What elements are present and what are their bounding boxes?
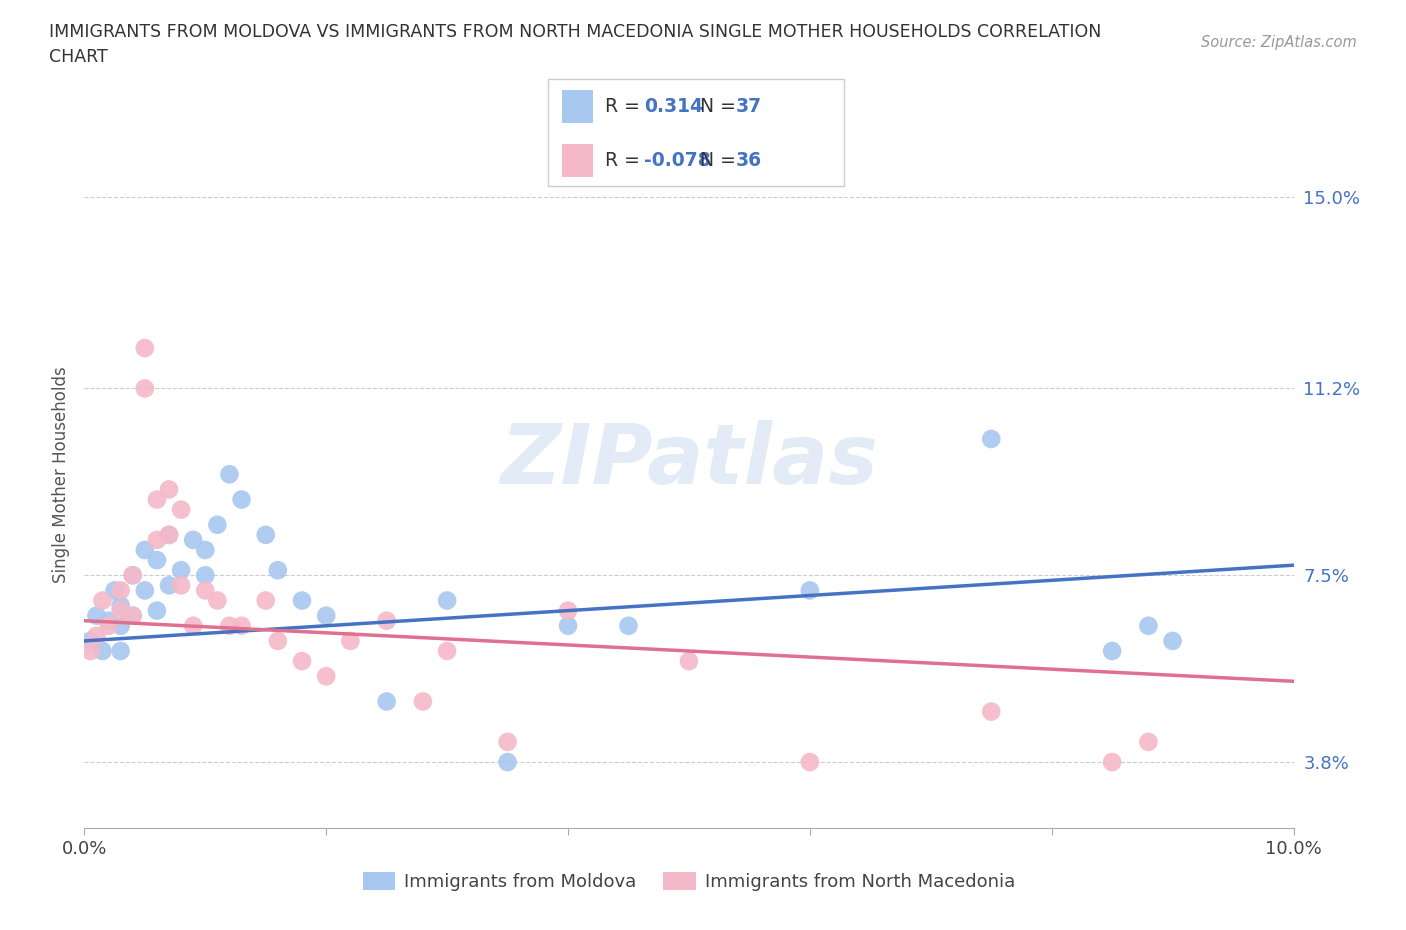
- Point: [86, 608, 108, 623]
- Point: [267, 563, 290, 578]
- Point: [110, 583, 132, 598]
- Point: [412, 694, 434, 709]
- Point: [254, 527, 277, 542]
- Point: [110, 604, 132, 618]
- Point: [157, 578, 180, 592]
- Point: [157, 527, 180, 542]
- Point: [146, 604, 169, 618]
- Point: [1101, 644, 1123, 658]
- Text: N =: N =: [700, 151, 737, 170]
- Text: ZIPatlas: ZIPatlas: [501, 419, 877, 500]
- Point: [97, 613, 120, 628]
- Point: [97, 618, 120, 633]
- Text: -0.078: -0.078: [644, 151, 710, 170]
- Point: [218, 467, 240, 482]
- Text: IMMIGRANTS FROM MOLDOVA VS IMMIGRANTS FROM NORTH MACEDONIA SINGLE MOTHER HOUSEHO: IMMIGRANTS FROM MOLDOVA VS IMMIGRANTS FR…: [49, 23, 1101, 41]
- Point: [980, 432, 1002, 446]
- Point: [1137, 618, 1160, 633]
- Text: 36: 36: [735, 151, 762, 170]
- Point: [157, 482, 180, 497]
- Point: [121, 568, 143, 583]
- Point: [799, 583, 821, 598]
- Text: R =: R =: [605, 97, 640, 116]
- Text: 0.314: 0.314: [644, 97, 703, 116]
- Point: [375, 613, 398, 628]
- Point: [207, 517, 229, 532]
- Point: [146, 533, 169, 548]
- Point: [121, 608, 143, 623]
- Point: [134, 381, 156, 396]
- Point: [339, 633, 361, 648]
- Point: [134, 583, 156, 598]
- Point: [267, 633, 290, 648]
- Point: [436, 593, 458, 608]
- Point: [315, 669, 337, 684]
- Point: [181, 533, 204, 548]
- Point: [496, 735, 519, 750]
- Text: CHART: CHART: [49, 48, 108, 66]
- Point: [231, 492, 253, 507]
- Point: [104, 583, 127, 598]
- Point: [617, 618, 640, 633]
- Point: [91, 593, 114, 608]
- Point: [218, 618, 240, 633]
- Point: [557, 618, 579, 633]
- Point: [194, 568, 217, 583]
- Point: [291, 593, 314, 608]
- Text: N =: N =: [700, 97, 737, 116]
- Point: [496, 754, 519, 769]
- Point: [170, 578, 193, 592]
- Point: [207, 593, 229, 608]
- Text: R =: R =: [605, 151, 640, 170]
- Point: [980, 704, 1002, 719]
- Point: [181, 618, 204, 633]
- Point: [799, 754, 821, 769]
- Point: [170, 502, 193, 517]
- Point: [375, 694, 398, 709]
- Point: [1161, 633, 1184, 648]
- Point: [134, 340, 156, 355]
- Point: [110, 644, 132, 658]
- Point: [1101, 754, 1123, 769]
- Y-axis label: Single Mother Households: Single Mother Households: [52, 365, 70, 583]
- Point: [110, 618, 132, 633]
- Point: [231, 618, 253, 633]
- Point: [157, 527, 180, 542]
- Point: [134, 542, 156, 557]
- Point: [1137, 735, 1160, 750]
- Point: [291, 654, 314, 669]
- Point: [194, 542, 217, 557]
- Point: [121, 608, 143, 623]
- Point: [110, 598, 132, 613]
- Point: [79, 633, 101, 648]
- Point: [170, 563, 193, 578]
- Point: [91, 644, 114, 658]
- Point: [315, 608, 337, 623]
- Point: [194, 583, 217, 598]
- Text: Source: ZipAtlas.com: Source: ZipAtlas.com: [1201, 35, 1357, 50]
- Point: [254, 593, 277, 608]
- Point: [678, 654, 700, 669]
- Point: [79, 644, 101, 658]
- Point: [436, 644, 458, 658]
- Point: [86, 629, 108, 644]
- Legend: Immigrants from Moldova, Immigrants from North Macedonia: Immigrants from Moldova, Immigrants from…: [353, 862, 1025, 900]
- Text: 37: 37: [735, 97, 762, 116]
- Point: [557, 604, 579, 618]
- Point: [146, 552, 169, 567]
- Point: [146, 492, 169, 507]
- Point: [121, 568, 143, 583]
